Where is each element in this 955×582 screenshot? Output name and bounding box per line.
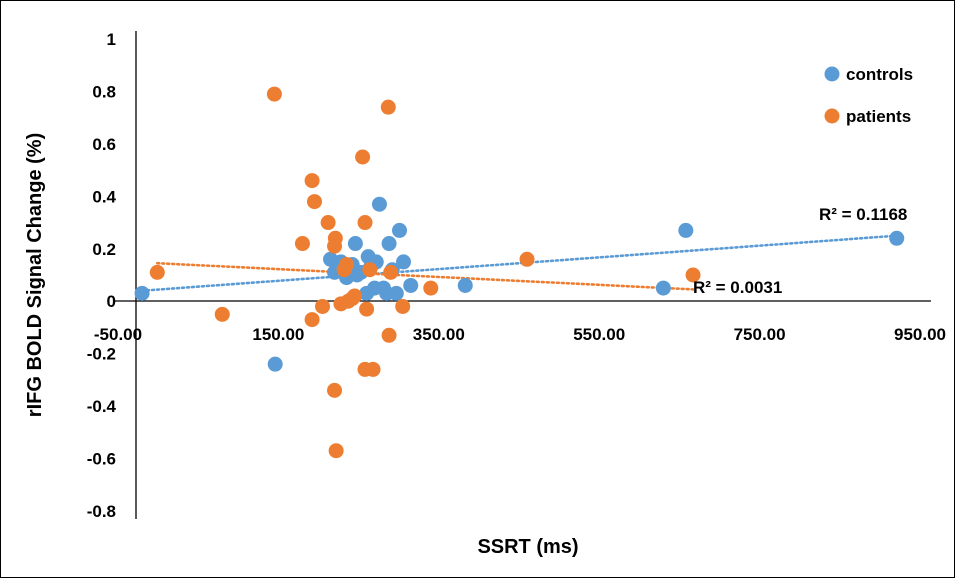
data-point-patients	[327, 230, 343, 246]
y-tick-label: -0.6	[87, 450, 116, 469]
data-point-patients	[327, 382, 343, 398]
data-point-controls	[655, 280, 671, 296]
data-point-patients	[294, 236, 310, 252]
data-point-patients	[214, 306, 230, 322]
x-tick-label: 150.00	[252, 325, 304, 344]
data-point-patients	[304, 312, 320, 328]
y-tick-label: 1	[107, 30, 116, 49]
data-point-patients	[266, 86, 282, 102]
data-point-patients	[149, 264, 165, 280]
data-point-patients	[380, 99, 396, 115]
y-tick-label: -0.8	[87, 502, 116, 521]
data-point-patients	[395, 298, 411, 314]
data-point-controls	[371, 196, 387, 212]
legend-label-controls: controls	[846, 65, 913, 84]
data-point-patients	[328, 443, 344, 459]
y-tick-label: 0.4	[92, 187, 116, 206]
x-tick-label: 350.00	[413, 325, 465, 344]
x-axis-title: SSRT (ms)	[477, 536, 578, 558]
data-point-controls	[396, 254, 412, 270]
x-tick-label: 950.00	[894, 325, 946, 344]
r2-label-patients: R² = 0.0031	[693, 278, 782, 297]
data-point-patients	[315, 298, 331, 314]
data-point-controls	[678, 222, 694, 238]
data-point-controls	[347, 236, 363, 252]
y-tick-label: -0.2	[87, 345, 116, 364]
data-point-controls	[392, 222, 408, 238]
data-point-controls	[388, 285, 404, 301]
data-point-patients	[347, 288, 363, 304]
data-point-controls	[134, 285, 150, 301]
data-point-controls	[267, 356, 283, 372]
data-point-patients	[365, 361, 381, 377]
r2-label-controls: R² = 0.1168	[819, 205, 907, 224]
data-point-controls	[381, 236, 397, 252]
y-tick-label: 0.2	[92, 240, 116, 259]
legend-marker-controls	[824, 66, 840, 82]
y-tick-label: 0.6	[92, 135, 116, 154]
data-point-patients	[339, 257, 355, 273]
y-axis-title: rIFG BOLD Signal Change (%)	[24, 133, 46, 417]
data-point-patients	[355, 149, 371, 165]
legend-marker-patients	[824, 108, 840, 124]
data-point-controls	[403, 277, 419, 293]
data-point-patients	[357, 215, 373, 231]
x-tick-label: -50.00	[94, 325, 142, 344]
x-tick-label: 550.00	[573, 325, 625, 344]
trendline-patients	[155, 261, 695, 291]
trendline-controls	[140, 234, 899, 293]
data-point-patients	[320, 215, 336, 231]
data-point-patients	[423, 280, 439, 296]
data-point-patients	[685, 267, 701, 283]
data-point-patients	[304, 173, 320, 189]
data-point-patients	[519, 251, 535, 267]
y-tick-label: 0	[107, 292, 116, 311]
data-point-patients	[359, 301, 375, 317]
y-tick-label: -0.4	[87, 397, 117, 416]
data-point-controls	[457, 277, 473, 293]
legend-label-patients: patients	[846, 107, 911, 126]
data-point-patients	[383, 264, 399, 280]
data-point-patients	[362, 262, 378, 278]
x-tick-label: 750.00	[734, 325, 786, 344]
data-point-patients	[381, 327, 397, 343]
y-tick-label: 0.8	[92, 82, 116, 101]
data-point-controls	[889, 230, 905, 246]
data-point-patients	[306, 194, 322, 210]
